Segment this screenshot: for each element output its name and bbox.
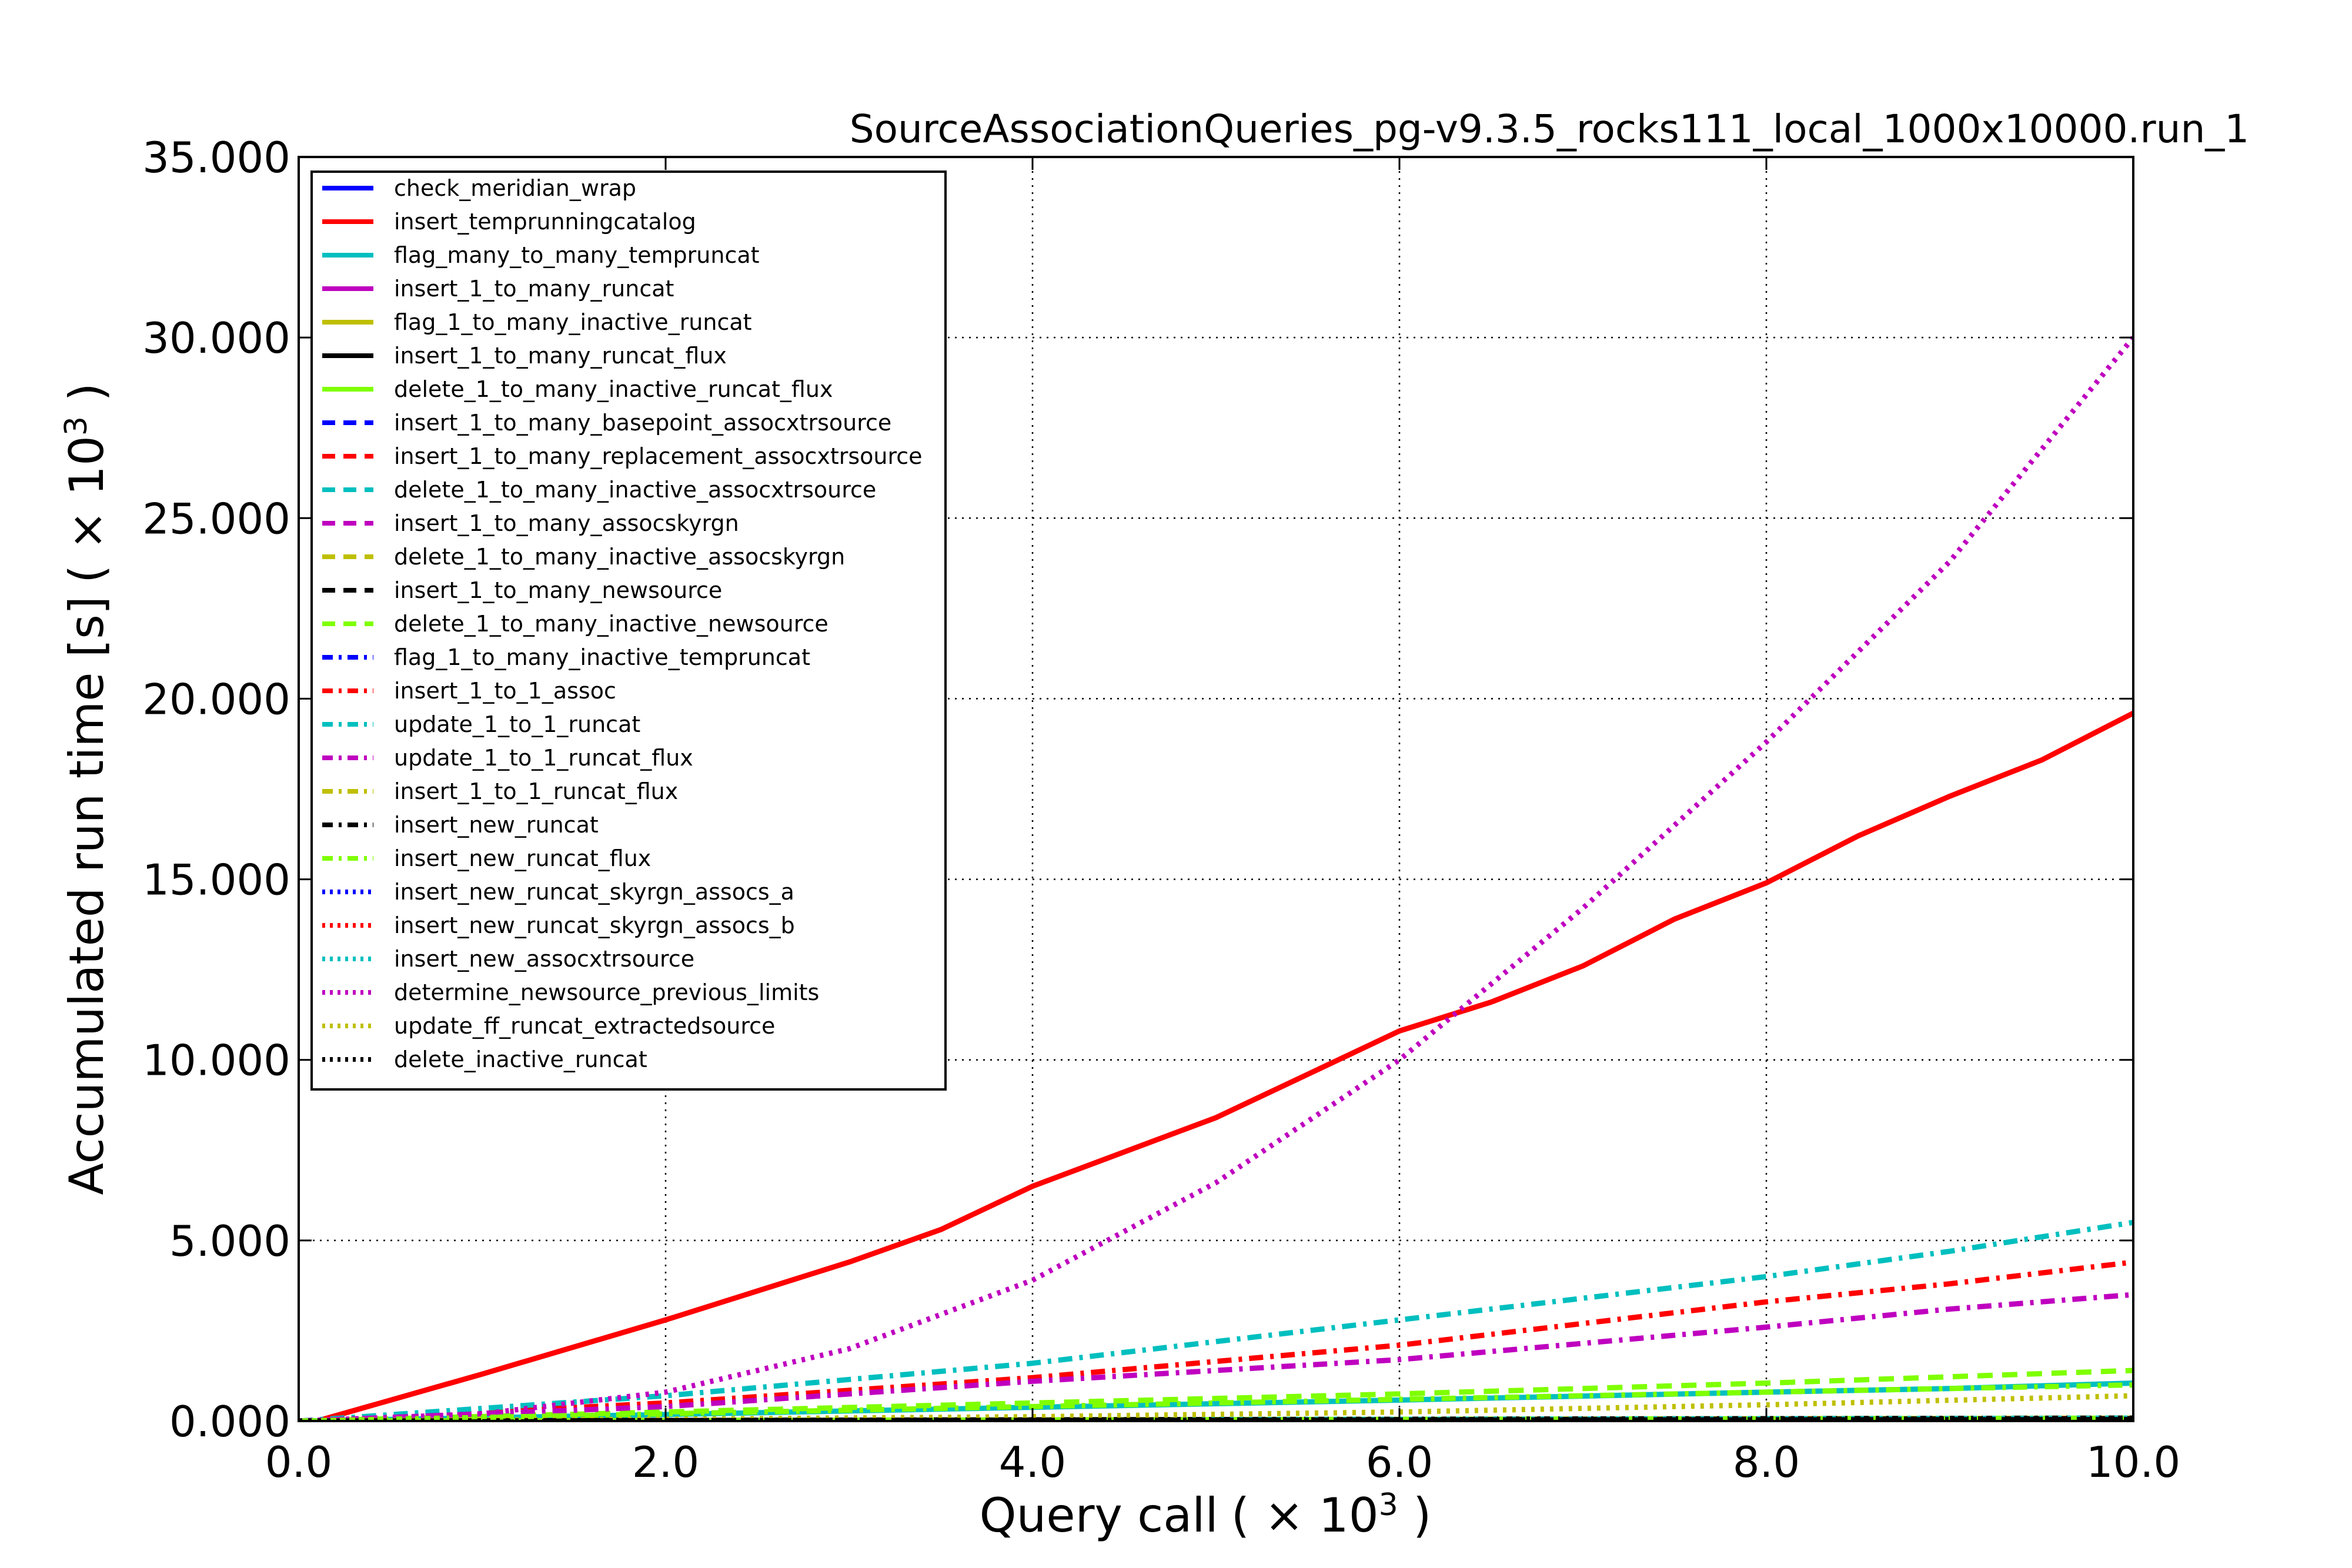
y-tick-label: 20.000 <box>142 674 290 724</box>
y-tick-label: 0.000 <box>169 1397 290 1446</box>
series-line-insert_new_runcat_flux <box>299 1382 2133 1421</box>
ticks: 0.0 2.0 4.0 6.0 8.0 10.0 0.000 5.000 10.000 15.00… <box>142 133 2180 1487</box>
series-line-insert_new_runcat <box>299 1415 2133 1421</box>
legend: check_meridian_wrap insert_temprunningcat… <box>310 170 947 1091</box>
legend-label: delete_1_to_many_inactive_assocskyrgn <box>394 544 845 570</box>
plot-frame <box>298 156 2134 1422</box>
legend-label: flag_many_to_many_tempruncat <box>394 242 760 268</box>
legend-label: update_1_to_1_runcat_flux <box>394 745 693 771</box>
legend-label: delete_1_to_many_inactive_newsource <box>394 611 828 637</box>
series-line-delete_1_to_many_inactive_newsource <box>299 1368 2133 1421</box>
legend-label: flag_1_to_many_inactive_tempruncat <box>394 644 810 670</box>
legend-label: insert_new_runcat <box>394 812 599 838</box>
y-axis-label-main: Accumulated run time [s] <box>59 596 114 1195</box>
legend-label: flag_1_to_many_inactive_runcat <box>394 309 752 335</box>
x-axis-label-factor: ( × 10 <box>1231 1488 1379 1543</box>
legend-label: insert_1_to_many_basepoint_assocxtrsourc… <box>394 410 891 436</box>
x-axis-label: Query call( × 103 ) <box>980 1487 1432 1543</box>
x-tick-label: 6.0 <box>1366 1437 1434 1487</box>
legend-label: insert_1_to_1_runcat_flux <box>394 778 678 804</box>
legend-label: determine_newsource_previous_limits <box>394 979 819 1005</box>
x-tick-label: 10.0 <box>2086 1437 2180 1487</box>
legend-label: insert_new_runcat_flux <box>394 845 651 871</box>
y-tick-label: 25.000 <box>142 494 290 543</box>
y-tick-label: 15.000 <box>142 855 290 905</box>
y-axis-label: Accumulated run time [s] ( × 103 ) <box>59 383 114 1195</box>
x-axis-label-close: ) <box>1398 1488 1432 1543</box>
legend-label: insert_new_runcat_skyrgn_assocs_b <box>394 912 795 938</box>
x-tick-label: 8.0 <box>1733 1437 1800 1487</box>
legend-label: insert_1_to_1_assoc <box>394 678 616 704</box>
y-axis-label-close: ) <box>59 383 114 416</box>
legend-label: insert_1_to_many_newsource <box>394 577 722 603</box>
legend-label: delete_inactive_runcat <box>394 1047 647 1072</box>
grid <box>299 157 2133 1421</box>
y-axis-label-factor: ( × 10 <box>59 436 114 583</box>
legend-label: insert_1_to_many_runcat <box>394 276 674 302</box>
y-axis-label-exponent: 3 <box>59 416 94 436</box>
y-tick-label: 35.000 <box>142 133 290 182</box>
chart-title: SourceAssociationQueries_pg-v9.3.5_rocks… <box>850 106 2250 152</box>
legend-label: update_1_to_1_runcat <box>394 711 640 737</box>
legend-label: delete_1_to_many_inactive_assocxtrsource <box>394 477 876 503</box>
series-line-update_1_to_1_runcat <box>299 1219 2133 1421</box>
x-tick-label: 2.0 <box>632 1437 700 1487</box>
x-tick-label: 0.0 <box>265 1437 333 1487</box>
legend-label: insert_temprunningcatalog <box>394 209 696 235</box>
series-line-insert_1_to_1_assoc <box>299 1259 2133 1421</box>
y-tick-label: 30.000 <box>142 313 290 363</box>
x-tick-label: 4.0 <box>999 1437 1067 1487</box>
legend-label: update_ff_runcat_extractedsource <box>394 1013 775 1039</box>
legend-label: insert_1_to_many_assocskyrgn <box>394 510 739 536</box>
series-line-insert_temprunningcatalog <box>299 710 2133 1421</box>
legend-label: insert_new_runcat_skyrgn_assocs_a <box>394 879 794 905</box>
x-axis-label-exponent: 3 <box>1379 1487 1398 1523</box>
legend-label: insert_1_to_many_runcat_flux <box>394 343 727 369</box>
legend-label: insert_new_assocxtrsource <box>394 946 694 972</box>
legend-label: insert_1_to_many_replacement_assocxtrsou… <box>394 443 923 469</box>
y-tick-label: 10.000 <box>142 1036 290 1085</box>
legend-label: check_meridian_wrap <box>394 175 636 201</box>
x-axis-label-main: Query call <box>980 1488 1218 1543</box>
legend-label: delete_1_to_many_inactive_runcat_flux <box>394 376 833 402</box>
series-line-determine_newsource_previous_limits <box>299 336 2133 1421</box>
legend-box <box>310 170 947 1091</box>
series-line-update_1_to_1_runcat_flux <box>299 1292 2133 1421</box>
y-tick-label: 5.000 <box>169 1216 290 1266</box>
